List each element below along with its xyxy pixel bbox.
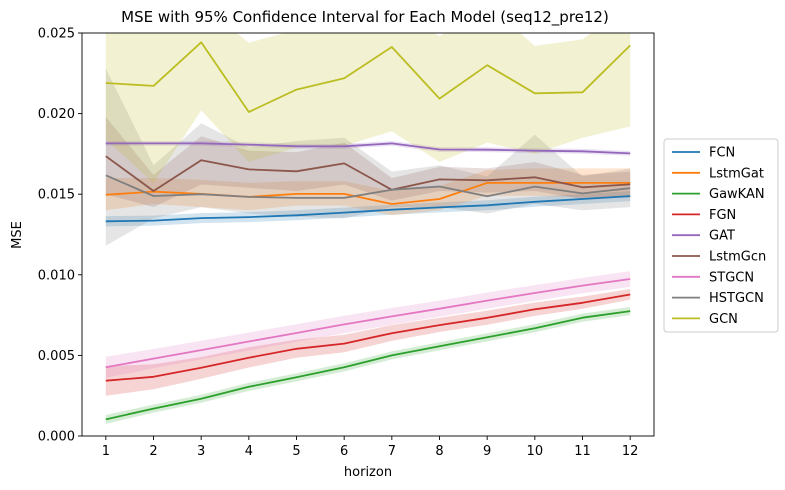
ci-band-fgn: [105, 289, 631, 396]
series-line-lstmgcn: [105, 155, 631, 192]
y-tick-label: 0.015: [38, 188, 75, 203]
plot-frame: [81, 32, 655, 437]
x-tick-label: 9: [483, 444, 491, 459]
ci-band-gawkan: [105, 307, 631, 424]
y-axis: 0.000 0.005 0.010 0.015 0.020 0.025: [38, 27, 82, 445]
y-tick-label: 0.010: [38, 268, 75, 283]
series-line-stgcn: [105, 278, 631, 369]
x-tick-label: 7: [388, 444, 396, 459]
y-tick-label: 0.025: [38, 27, 75, 42]
series-line-hstgcn: [105, 174, 631, 199]
y-tick-label: 0.020: [38, 107, 75, 122]
legend-label-gcn: GCN: [709, 312, 738, 327]
series-line-gawkan: [105, 310, 631, 421]
series-line-lstmgat: [105, 181, 631, 205]
series-line-fcn: [105, 195, 631, 223]
x-tick-label: 10: [527, 444, 544, 459]
x-tick-label: 11: [574, 444, 591, 459]
legend-label-lstmgat: LstmGat: [709, 166, 764, 181]
legend-label-lstmgcn: LstmGcn: [709, 250, 766, 265]
legend-label-gawkan: GawKAN: [709, 187, 765, 202]
x-tick-label: 2: [149, 444, 157, 459]
legend-label-hstgcn: HSTGCN: [709, 291, 764, 306]
legend-label-gat: GAT: [709, 229, 735, 244]
series-line-gcn: [105, 41, 631, 113]
ci-band-lstmgcn: [105, 116, 631, 208]
legend-label-stgcn: STGCN: [709, 270, 754, 285]
x-tick-label: 4: [245, 444, 253, 459]
legend-label-fgn: FGN: [709, 208, 736, 223]
series-lines: [105, 41, 631, 421]
series-line-fgn: [105, 293, 631, 382]
y-tick-label: 0.000: [38, 430, 75, 445]
ci-band-hstgcn: [105, 68, 631, 246]
legend-box: [663, 138, 779, 333]
legend: FCN LstmGat GawKAN FGN GAT LstmGcn STGCN HSTGCN…: [663, 138, 779, 333]
ci-band-gcn: [105, 33, 631, 183]
x-tick-label: 3: [197, 444, 205, 459]
chart-title: MSE with 95% Confidence Interval for Eac…: [121, 8, 609, 27]
y-axis-label: MSE: [10, 221, 25, 249]
x-tick-label: 5: [292, 444, 300, 459]
x-tick-label: 12: [622, 444, 639, 459]
x-axis-label: horizon: [344, 465, 392, 480]
legend-label-fcn: FCN: [709, 146, 735, 161]
x-tick-label: 6: [340, 444, 348, 459]
series-line-gat: [105, 142, 631, 155]
x-tick-label: 8: [435, 444, 443, 459]
y-tick-label: 0.005: [38, 349, 75, 364]
x-tick-label: 1: [102, 444, 110, 459]
x-axis: 1 2 3 4 5 6 7 8 9 10 11 12: [102, 436, 639, 459]
